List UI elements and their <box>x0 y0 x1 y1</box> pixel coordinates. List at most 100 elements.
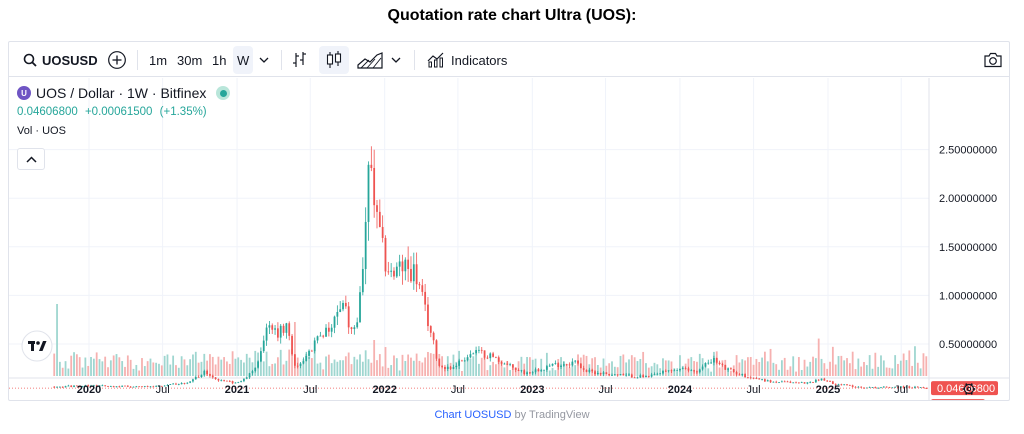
candle-body <box>177 384 180 385</box>
legend-price: 0.04606800 <box>17 106 78 118</box>
candle-body <box>684 368 687 369</box>
interval-30m-button[interactable]: 30m <box>177 52 203 68</box>
candle-body <box>659 373 662 375</box>
candle-body <box>124 385 126 387</box>
area-style-button[interactable] <box>353 46 387 74</box>
bars-style-button[interactable] <box>285 46 315 74</box>
legend-collapse-button[interactable] <box>17 148 45 170</box>
volume-bar <box>761 357 763 376</box>
chart-style-dropdown-button[interactable] <box>387 46 405 74</box>
candle-body <box>121 385 124 387</box>
volume-bar <box>925 356 928 376</box>
candle-body <box>367 164 370 222</box>
volume-bar <box>197 362 200 376</box>
candle-body <box>534 369 537 373</box>
chevron-up-icon <box>25 155 37 163</box>
candle-body <box>809 382 812 383</box>
candle-body <box>509 364 511 366</box>
candle-body <box>67 385 70 387</box>
interval-dropdown-button[interactable] <box>255 46 273 74</box>
candle-body <box>885 386 888 388</box>
volume-bar <box>495 364 497 376</box>
candle-body <box>149 386 152 388</box>
interval-1m-button[interactable]: 1m <box>149 52 168 68</box>
candle-body <box>228 380 231 382</box>
camera-icon <box>984 52 1002 68</box>
candle-body <box>636 377 639 379</box>
price-chart[interactable]: 0.50000000 1.00000000 1.50000000 2.00000000… <box>9 78 1009 400</box>
volume-bar <box>404 361 407 376</box>
volume-bar <box>548 370 551 376</box>
candle-body <box>775 381 778 383</box>
candle-body <box>560 365 562 367</box>
volume-bar <box>421 362 424 376</box>
volume-bar <box>625 362 628 376</box>
candle-body <box>126 385 129 387</box>
volume-bar <box>262 361 265 376</box>
chart-symbol-link[interactable]: Chart UOSUSD <box>434 409 512 421</box>
volume-bar <box>684 363 687 376</box>
candle-body <box>458 360 461 366</box>
candle-body <box>834 383 837 385</box>
volume-bar <box>894 355 897 376</box>
legend-title: UOS / Dollar · 1W · Bitfinex <box>36 85 207 101</box>
candle-body <box>192 379 194 382</box>
candles-style-button[interactable] <box>319 46 349 74</box>
candle-body <box>469 354 472 358</box>
candle-body <box>330 327 333 332</box>
volume-bar <box>647 367 650 376</box>
price-axis-label: 1.00000000 <box>939 290 997 302</box>
candle-body <box>299 363 302 366</box>
volume-bar <box>135 364 138 376</box>
candle-body <box>262 340 265 352</box>
volume-bar <box>843 360 846 376</box>
volume-bar <box>395 358 398 376</box>
volume-bar <box>480 357 483 376</box>
volume-bar <box>310 358 313 376</box>
indicators-button[interactable]: Indicators <box>421 46 513 74</box>
candle-body <box>231 381 234 384</box>
candle-body <box>888 387 891 389</box>
compare-symbol-button[interactable] <box>105 46 129 74</box>
candle-body <box>829 381 831 383</box>
volume-bar <box>877 366 880 376</box>
candle-body <box>279 325 282 338</box>
candle-body <box>234 382 237 384</box>
candle-body <box>772 381 775 383</box>
candle-body <box>548 365 551 367</box>
candle-body <box>681 368 684 369</box>
screenshot-button[interactable] <box>979 46 1007 74</box>
volume-bar <box>393 355 395 376</box>
symbol-search-button[interactable]: UOSUSD <box>17 46 104 74</box>
last-price-label: 0.04606800 <box>937 383 995 395</box>
candle-body <box>806 382 809 384</box>
candle-body <box>565 364 568 366</box>
interval-1h-button[interactable]: 1h <box>212 52 227 68</box>
volume-bar <box>783 357 786 376</box>
candle-body <box>812 382 814 383</box>
candle-body <box>254 367 257 372</box>
candle-body <box>410 268 412 282</box>
volume-bar <box>642 351 645 376</box>
volume-bar <box>916 362 919 376</box>
time-axis-label: 2024 <box>668 384 693 396</box>
candle-body <box>160 385 163 387</box>
candle-body <box>104 385 107 387</box>
time-axis-label: 2022 <box>372 384 396 396</box>
candle-body <box>376 205 378 212</box>
volume-bar <box>398 370 401 376</box>
volume-bar <box>656 364 659 376</box>
candle-body <box>800 382 803 384</box>
volume-bar <box>554 370 557 376</box>
candle-body <box>512 364 514 368</box>
candle-body <box>240 381 242 382</box>
candle-body <box>574 360 577 362</box>
volume-bar <box>540 358 543 376</box>
candle-body <box>616 374 619 376</box>
settings-gear-icon[interactable] <box>962 383 976 395</box>
volume-bar <box>118 357 121 376</box>
interval-w-button[interactable]: W <box>233 46 254 74</box>
volume-bar <box>231 351 234 376</box>
volume-bar <box>245 353 248 376</box>
volume-bar <box>489 365 492 376</box>
